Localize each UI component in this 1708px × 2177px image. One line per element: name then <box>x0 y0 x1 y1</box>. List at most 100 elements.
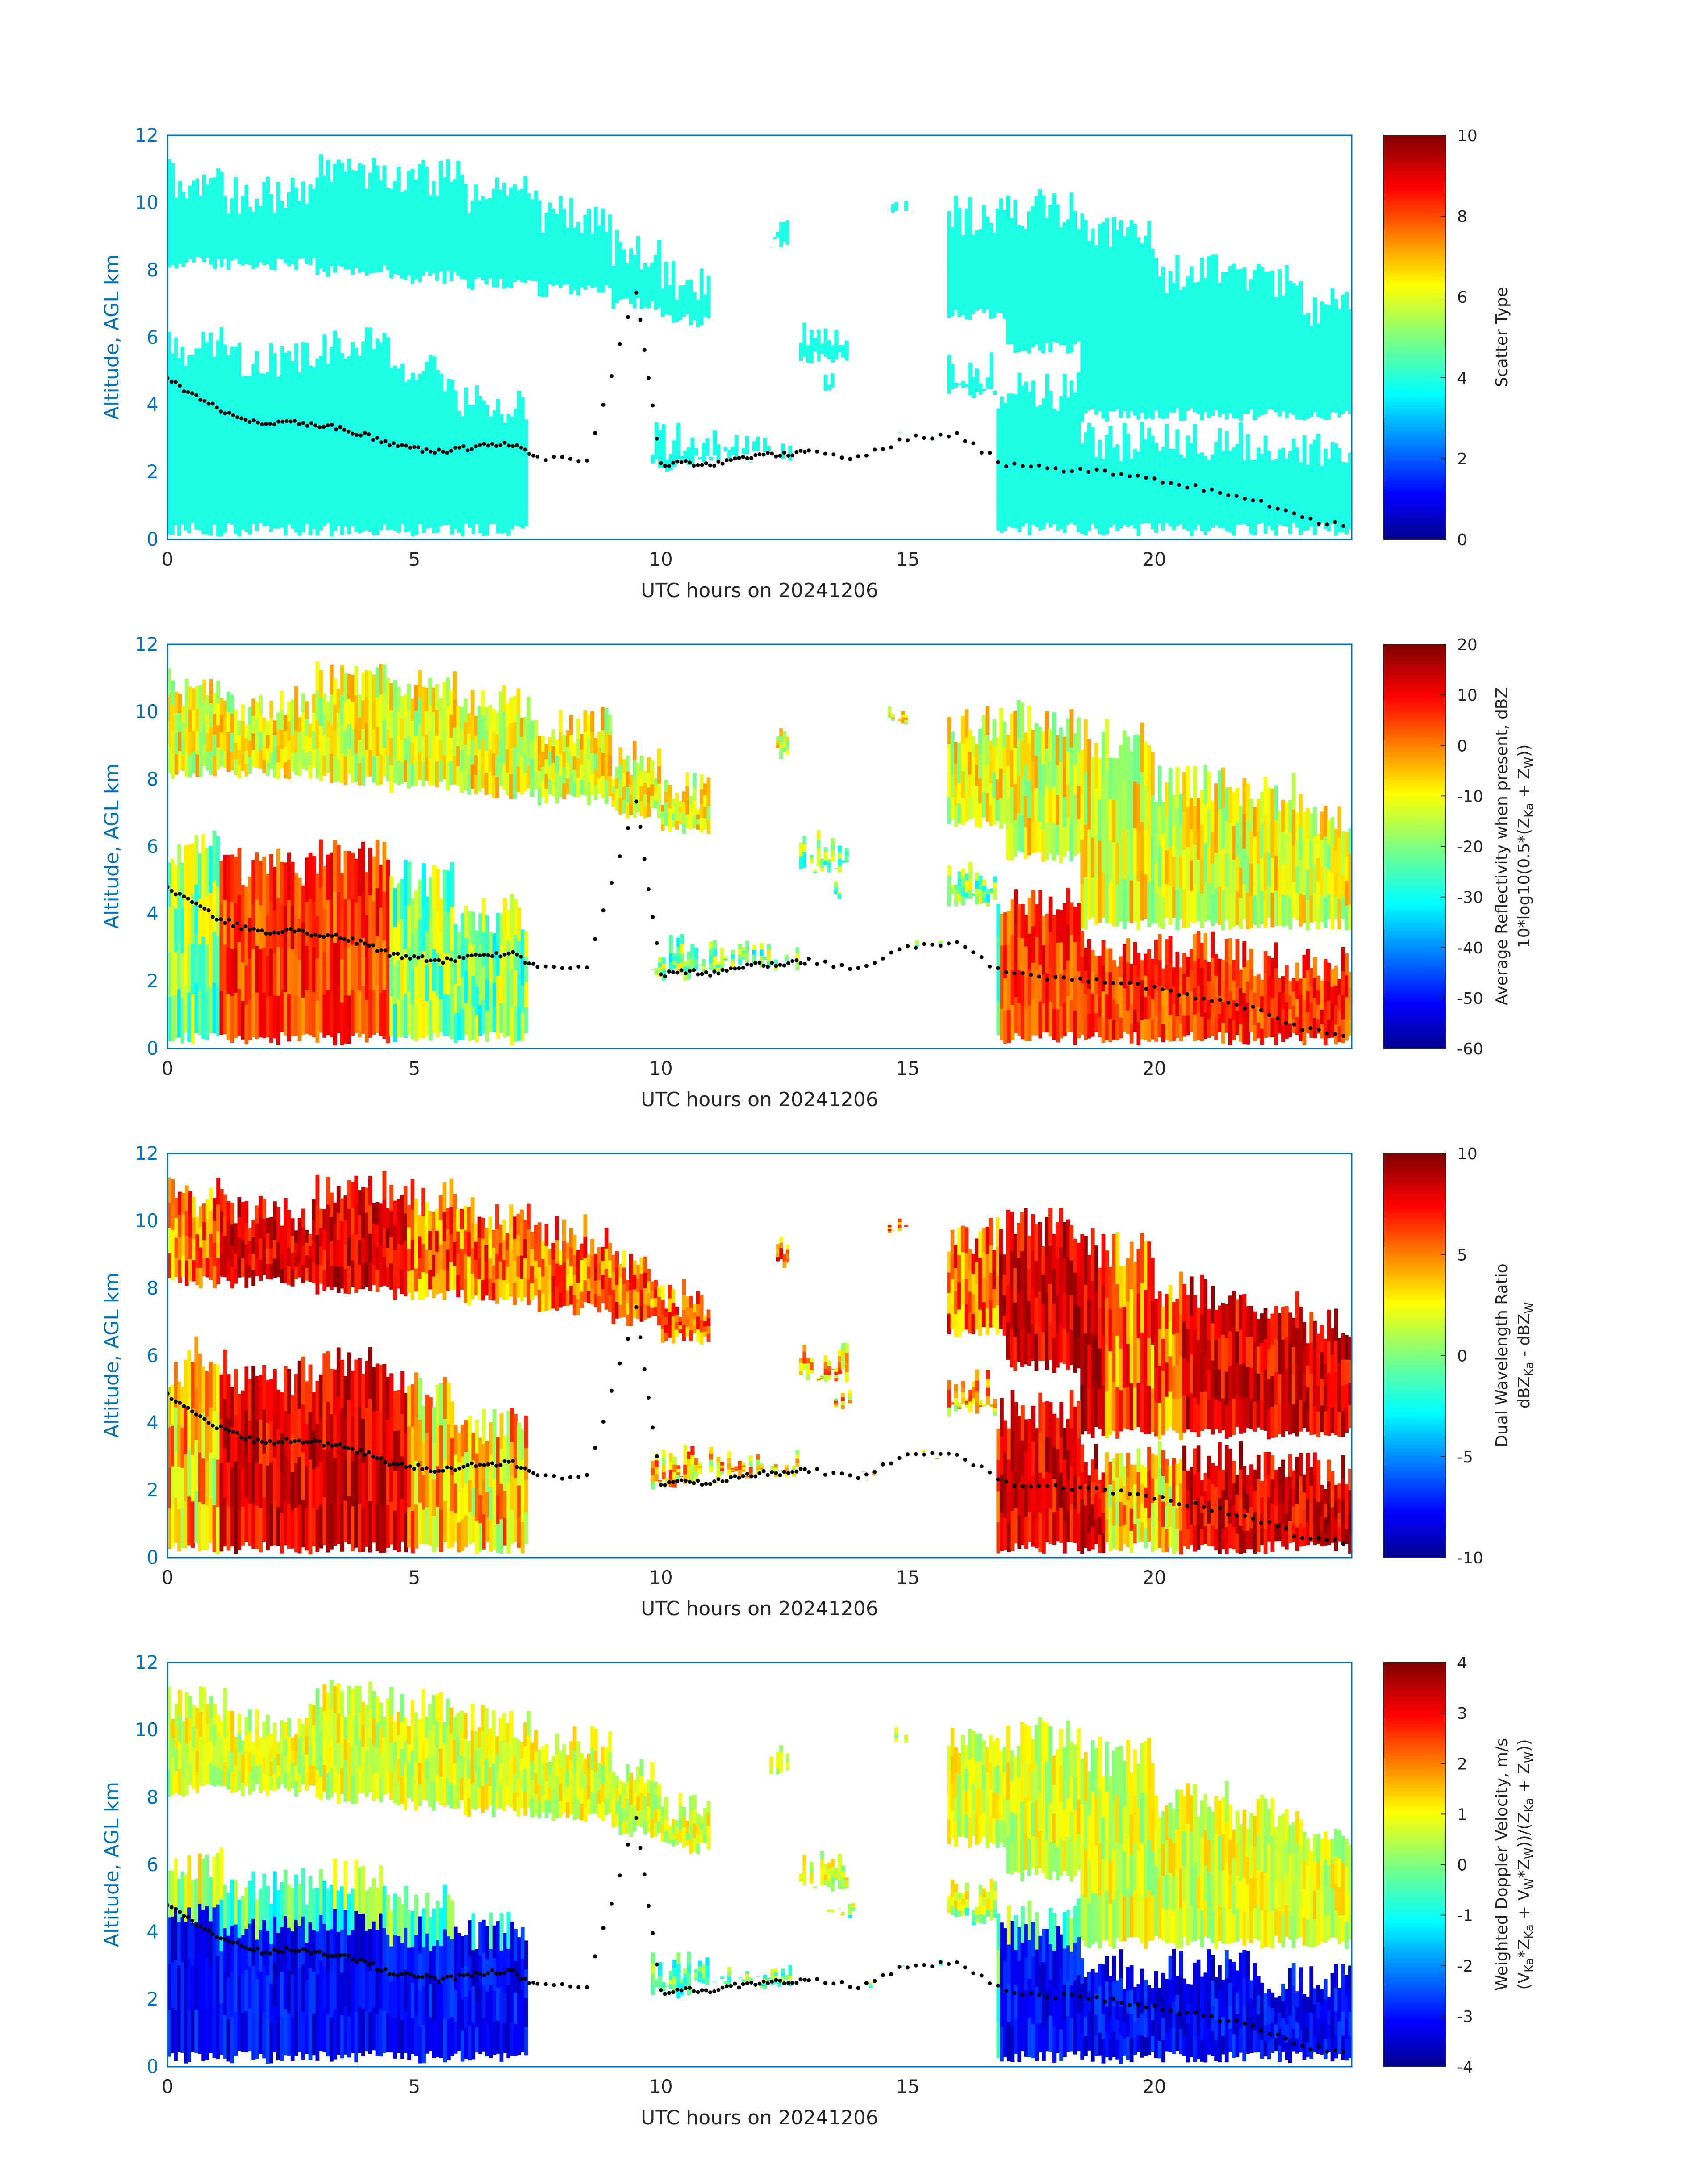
heatmap-cell <box>1182 974 1186 995</box>
heatmap-cell <box>632 760 637 780</box>
heatmap-cell <box>626 272 630 281</box>
heatmap-cell <box>823 386 828 391</box>
heatmap-cell <box>446 953 451 995</box>
heatmap-cell <box>799 849 803 857</box>
heatmap-cell <box>482 965 486 1000</box>
heatmap-cell <box>820 858 824 862</box>
heatmap-cell <box>1098 758 1102 800</box>
heatmap-cell <box>947 384 951 394</box>
cloud-base-point <box>1111 472 1115 477</box>
heatmap-cell <box>354 989 358 1033</box>
heatmap-cell <box>262 902 266 948</box>
heatmap-cell <box>1193 347 1197 380</box>
heatmap-cell <box>199 708 203 731</box>
heatmap-cell <box>393 489 397 531</box>
heatmap-cell <box>478 974 482 1005</box>
heatmap-cell <box>651 455 655 457</box>
heatmap-cell <box>389 876 394 917</box>
heatmap-cell <box>565 256 570 271</box>
heatmap-cell <box>720 953 724 959</box>
heatmap-cell <box>407 493 411 532</box>
heatmap-cell <box>1274 326 1278 355</box>
heatmap-cell <box>523 203 527 230</box>
heatmap-cell <box>516 190 521 213</box>
heatmap-cell <box>425 710 429 735</box>
heatmap-cell <box>1207 513 1211 531</box>
heatmap-cell <box>961 384 965 386</box>
heatmap-cell <box>1186 310 1190 344</box>
heatmap-cell <box>1087 368 1091 410</box>
heatmap-cell <box>209 383 213 435</box>
heatmap-cell <box>1123 367 1127 411</box>
heatmap-cell <box>523 176 527 203</box>
heatmap-cell <box>1157 469 1162 488</box>
heatmap-cell <box>382 380 387 429</box>
cloud-base-point <box>733 456 737 461</box>
heatmap-cell <box>425 757 429 781</box>
heatmap-cell <box>1302 812 1307 840</box>
heatmap-cell <box>502 209 506 236</box>
heatmap-cell <box>1270 305 1275 341</box>
heatmap-cell <box>661 309 665 317</box>
heatmap-cell <box>569 774 573 795</box>
heatmap-cell <box>1133 508 1137 529</box>
heatmap-cell <box>230 435 234 480</box>
heatmap-cell <box>1313 836 1317 865</box>
heatmap-cell <box>1062 253 1067 284</box>
heatmap-cell <box>705 438 710 443</box>
heatmap-cell <box>1112 842 1116 885</box>
heatmap-cell <box>1147 499 1151 524</box>
heatmap-cell <box>1035 904 1039 937</box>
heatmap-cell <box>1077 285 1081 313</box>
heatmap-cell <box>471 469 476 502</box>
heatmap-cell <box>178 181 182 202</box>
heatmap-cell <box>1256 467 1261 486</box>
heatmap-cell <box>446 214 450 243</box>
heatmap-cell <box>694 448 698 451</box>
cloud-base-point <box>831 452 836 457</box>
cloud-base-point <box>506 443 511 448</box>
heatmap-cell <box>319 725 323 754</box>
heatmap-cell <box>439 373 443 412</box>
heatmap-cell <box>1218 283 1222 317</box>
heatmap-cell <box>1168 768 1173 807</box>
heatmap-cell <box>269 437 273 485</box>
heatmap-cell <box>1147 221 1151 271</box>
heatmap-cell <box>255 945 259 993</box>
heatmap-cell <box>763 441 767 445</box>
heatmap-cell <box>1090 837 1095 878</box>
heatmap-cell <box>954 384 958 385</box>
heatmap-cell <box>1291 439 1296 460</box>
heatmap-cell <box>1123 780 1127 830</box>
heatmap-cell <box>482 501 486 536</box>
heatmap-cell <box>471 501 476 534</box>
heatmap-cell <box>1084 458 1088 484</box>
heatmap-cell <box>1084 948 1088 971</box>
heatmap-cell <box>1221 307 1225 343</box>
heatmap-cell <box>255 250 259 268</box>
heatmap-cell <box>468 911 472 944</box>
heatmap-cell <box>237 251 242 265</box>
heatmap-cell <box>669 462 673 467</box>
heatmap-cell <box>1024 1009 1028 1041</box>
heatmap-cell <box>1108 329 1113 370</box>
heatmap-cell <box>347 401 351 446</box>
heatmap-cell <box>1038 821 1042 853</box>
heatmap-cell <box>657 800 661 819</box>
heatmap-cell <box>690 950 695 958</box>
heatmap-cell <box>1246 981 1250 1003</box>
heatmap-cell <box>1031 791 1035 823</box>
heatmap-cell <box>678 801 683 807</box>
heatmap-cell <box>731 954 735 959</box>
heatmap-cell <box>1316 457 1320 481</box>
heatmap-cell <box>1129 475 1134 492</box>
heatmap-cell <box>1302 459 1307 484</box>
heatmap-cell <box>580 260 584 274</box>
heatmap-cell <box>996 737 1000 759</box>
heatmap-cell <box>1348 491 1352 510</box>
heatmap-cell <box>347 899 351 948</box>
heatmap-cell <box>1246 352 1250 384</box>
heatmap-cell <box>276 946 280 996</box>
heatmap-cell <box>492 189 496 214</box>
heatmap-cell <box>580 764 584 780</box>
